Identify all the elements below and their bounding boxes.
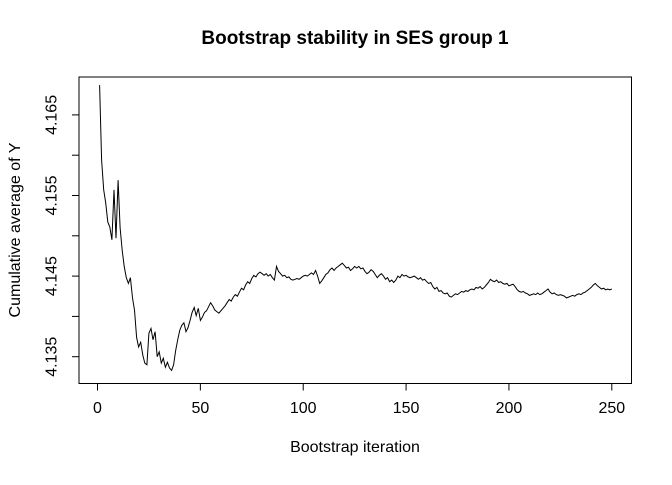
x-tick-label: 0 (93, 400, 102, 417)
plot-border (78, 76, 632, 384)
y-tick-label: 4.145 (44, 256, 61, 296)
x-axis-ticks: 0 50 100 150 200 250 (93, 383, 625, 417)
chart-title: Bootstrap stability in SES group 1 (201, 28, 509, 49)
x-tick-label: 200 (496, 400, 523, 417)
y-tick-label: 4.135 (44, 337, 61, 377)
y-tick-label: 4.165 (44, 95, 61, 135)
y-axis-label: Cumulative average of Y (7, 142, 24, 317)
x-tick-label: 100 (290, 400, 317, 417)
x-tick-label: 150 (393, 400, 420, 417)
x-axis-label: Bootstrap iteration (290, 439, 420, 456)
x-tick-label: 50 (191, 400, 209, 417)
series-line (99, 85, 612, 372)
y-tick-label: 4.155 (44, 175, 61, 215)
x-tick-label: 250 (598, 400, 625, 417)
y-axis-ticks: 4.135 4.145 4.155 4.165 (44, 95, 79, 377)
